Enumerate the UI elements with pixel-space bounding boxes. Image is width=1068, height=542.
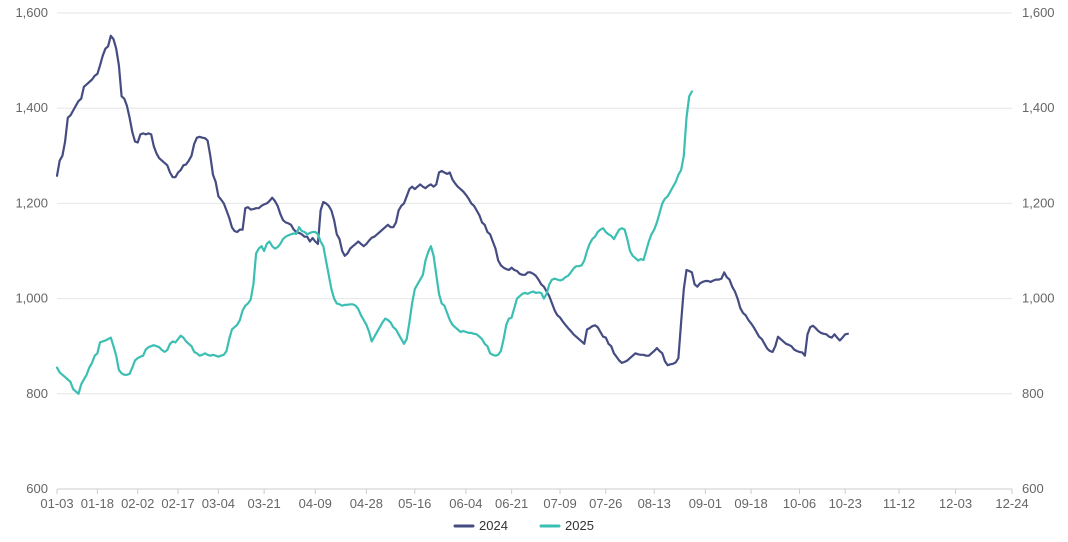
x-tick-label: 09-01 [689, 496, 722, 511]
y-tick-label-left: 1,600 [15, 5, 48, 20]
y-tick-label-right: 1,600 [1022, 5, 1055, 20]
y-axis-left: 600 800 1,000 1,200 1,400 1,600 [15, 5, 48, 496]
y-tick-label-right: 600 [1022, 481, 1044, 496]
x-tick-label: 12-03 [939, 496, 972, 511]
x-tick-label: 10-06 [783, 496, 816, 511]
legend[interactable]: 2024 2025 [453, 518, 594, 533]
y-tick-label-left: 600 [26, 481, 48, 496]
x-tick-label: 04-09 [299, 496, 332, 511]
x-tick-label: 04-28 [350, 496, 383, 511]
series-lines [55, 34, 849, 395]
x-tick-label: 03-04 [202, 496, 235, 511]
legend-item-2024[interactable]: 2024 [453, 518, 508, 533]
x-tick-label: 08-13 [638, 496, 671, 511]
x-tick-label: 07-26 [589, 496, 622, 511]
x-tick-label: 02-02 [121, 496, 154, 511]
x-tick-label: 05-16 [398, 496, 431, 511]
y-tick-label-right: 800 [1022, 386, 1044, 401]
y-tick-label-right: 1,400 [1022, 100, 1055, 115]
x-tick-label: 01-03 [40, 496, 73, 511]
x-tick-label: 10-23 [829, 496, 862, 511]
x-tick-label: 03-21 [248, 496, 281, 511]
series-line-2025 [55, 90, 693, 395]
series-line-2024 [55, 34, 849, 367]
y-tick-label-right: 1,000 [1022, 291, 1055, 306]
x-axis: 01-03 01-18 02-02 02-17 03-04 03-21 04-09 04-28… [40, 489, 1029, 511]
y-tick-label-right: 1,200 [1022, 195, 1055, 210]
y-tick-label-left: 800 [26, 386, 48, 401]
x-tick-label: 12-24 [995, 496, 1028, 511]
y-tick-label-left: 1,400 [15, 100, 48, 115]
x-tick-label: 06-04 [449, 496, 482, 511]
x-tick-label: 09-18 [734, 496, 767, 511]
gridlines [57, 12, 1012, 490]
y-tick-label-left: 1,000 [15, 291, 48, 306]
x-tick-label: 02-17 [161, 496, 194, 511]
x-tick-label: 07-09 [543, 496, 576, 511]
x-tick-label: 11-12 [883, 496, 915, 511]
legend-label: 2024 [479, 518, 508, 533]
x-tick-label: 06-21 [495, 496, 528, 511]
legend-item-2025[interactable]: 2025 [539, 518, 594, 533]
y-axis-right: 600 800 1,000 1,200 1,400 1,600 [1022, 5, 1055, 496]
y-tick-label-left: 1,200 [15, 195, 48, 210]
legend-label: 2025 [565, 518, 594, 533]
x-tick-label: 01-18 [81, 496, 114, 511]
